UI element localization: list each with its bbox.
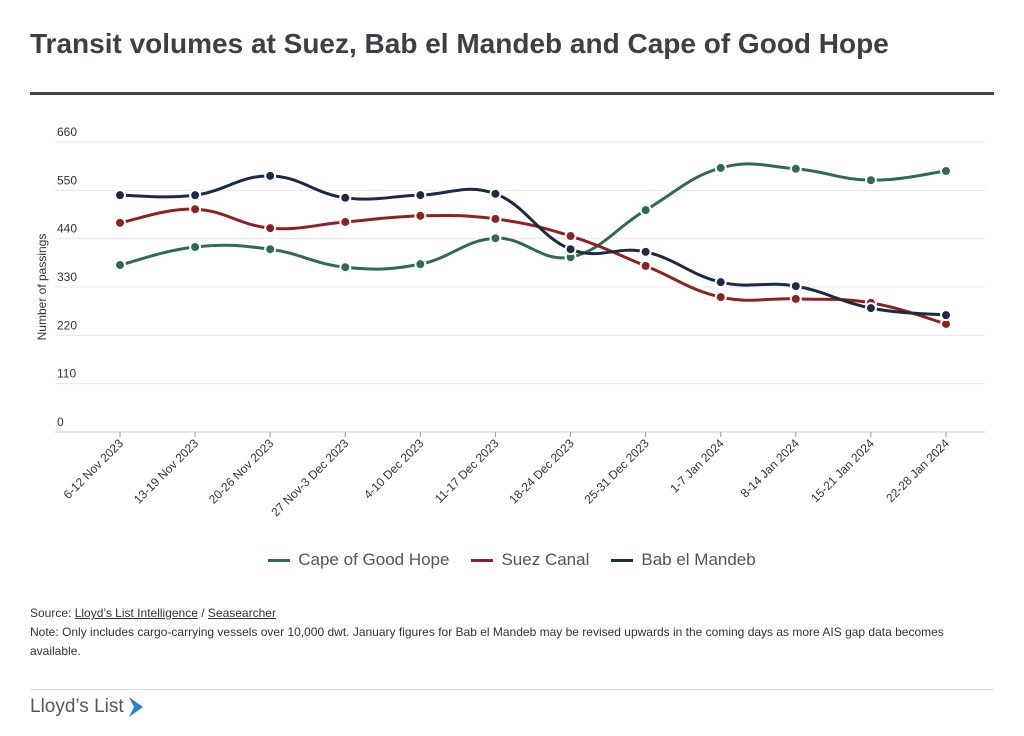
note-text: Note: Only includes cargo-carrying vesse… bbox=[30, 625, 944, 658]
data-point bbox=[489, 232, 502, 245]
legend-item: Suez Canal bbox=[471, 550, 589, 570]
x-tick-label: 22-28 Jan 2024 bbox=[883, 436, 952, 505]
data-point bbox=[564, 243, 577, 256]
data-point bbox=[864, 302, 877, 315]
lloyds-list-logo: Lloyd’s List bbox=[30, 695, 146, 719]
data-point bbox=[264, 222, 277, 235]
data-point bbox=[339, 191, 352, 204]
legend-label: Suez Canal bbox=[501, 550, 590, 569]
footer-divider bbox=[30, 689, 994, 690]
data-point bbox=[414, 258, 427, 271]
y-tick-label: 220 bbox=[57, 318, 77, 332]
x-tick-label: 1-7 Jan 2024 bbox=[667, 436, 727, 496]
x-tick-label: 18-24 Dec 2023 bbox=[506, 436, 577, 507]
series-line bbox=[119, 207, 947, 326]
data-point bbox=[714, 161, 727, 174]
data-point bbox=[940, 165, 952, 177]
x-tick-label: 27 Nov-3 Dec 2023 bbox=[268, 436, 351, 519]
source-separator: / bbox=[197, 606, 208, 620]
y-tick-label: 330 bbox=[57, 270, 77, 284]
legend-label: Bab el Mandeb bbox=[641, 550, 756, 569]
y-axis-label: Number of passings bbox=[35, 234, 49, 341]
data-point bbox=[189, 241, 202, 254]
title-divider bbox=[30, 92, 994, 95]
data-point bbox=[114, 259, 126, 272]
data-point bbox=[714, 291, 727, 304]
x-tick-label: 13-19 Nov 2023 bbox=[131, 436, 202, 507]
x-tick-label: 25-31 Dec 2023 bbox=[581, 436, 652, 507]
data-point bbox=[189, 189, 202, 202]
source-link-lli[interactable]: Lloyd’s List Intelligence bbox=[74, 606, 198, 620]
legend-item: Cape of Good Hope bbox=[268, 550, 449, 570]
data-point bbox=[639, 245, 652, 258]
x-tick-label: 4-10 Dec 2023 bbox=[361, 436, 427, 502]
y-tick-label: 110 bbox=[57, 367, 76, 381]
data-point bbox=[264, 169, 277, 182]
source-label: Source: bbox=[30, 606, 75, 620]
y-tick-label: 0 bbox=[57, 415, 64, 429]
data-point bbox=[639, 204, 652, 217]
legend-item: Bab el Mandeb bbox=[611, 550, 756, 570]
data-point bbox=[339, 261, 352, 274]
legend: Cape of Good Hope Suez Canal Bab el Mandeb bbox=[0, 550, 1024, 570]
x-tick-label: 20-26 Nov 2023 bbox=[206, 436, 277, 507]
data-point bbox=[789, 280, 802, 293]
data-point bbox=[940, 309, 952, 322]
data-point bbox=[714, 276, 727, 289]
data-point bbox=[264, 243, 277, 256]
data-point bbox=[189, 203, 202, 216]
logo-text: Lloyd’s List bbox=[30, 696, 124, 717]
data-point bbox=[489, 187, 502, 200]
chart-title: Transit volumes at Suez, Bab el Mandeb a… bbox=[30, 28, 889, 59]
x-tick-label: 11-17 Dec 2023 bbox=[432, 436, 502, 506]
y-tick-label: 660 bbox=[57, 125, 77, 139]
notes: Source: Lloyd’s List Intelligence / Seas… bbox=[30, 604, 990, 661]
y-tick-label: 440 bbox=[57, 222, 77, 236]
data-point bbox=[564, 230, 577, 243]
data-point bbox=[864, 174, 877, 187]
x-tick-label: 6-12 Nov 2023 bbox=[61, 436, 127, 502]
data-point bbox=[339, 215, 352, 228]
logo-chevron-icon bbox=[128, 697, 143, 717]
data-point bbox=[789, 292, 802, 305]
legend-swatch bbox=[611, 558, 634, 562]
data-point bbox=[639, 259, 652, 272]
data-point bbox=[414, 209, 427, 222]
x-tick-label: 8-14 Jan 2024 bbox=[738, 436, 802, 500]
data-point bbox=[414, 189, 427, 202]
legend-label: Cape of Good Hope bbox=[298, 550, 450, 569]
x-tick-label: 15-21 Jan 2024 bbox=[808, 436, 877, 505]
legend-swatch bbox=[471, 558, 494, 562]
data-point bbox=[114, 216, 126, 229]
source-link-seasearcher[interactable]: Seasearcher bbox=[207, 606, 276, 620]
data-point bbox=[789, 162, 802, 175]
data-point bbox=[489, 212, 502, 225]
legend-swatch bbox=[268, 558, 291, 562]
line-chart: 0 110 220 330 440 550 660 Number of passings 6-1… bbox=[35, 125, 985, 519]
data-point bbox=[114, 189, 126, 202]
y-tick-label: 550 bbox=[57, 173, 77, 187]
